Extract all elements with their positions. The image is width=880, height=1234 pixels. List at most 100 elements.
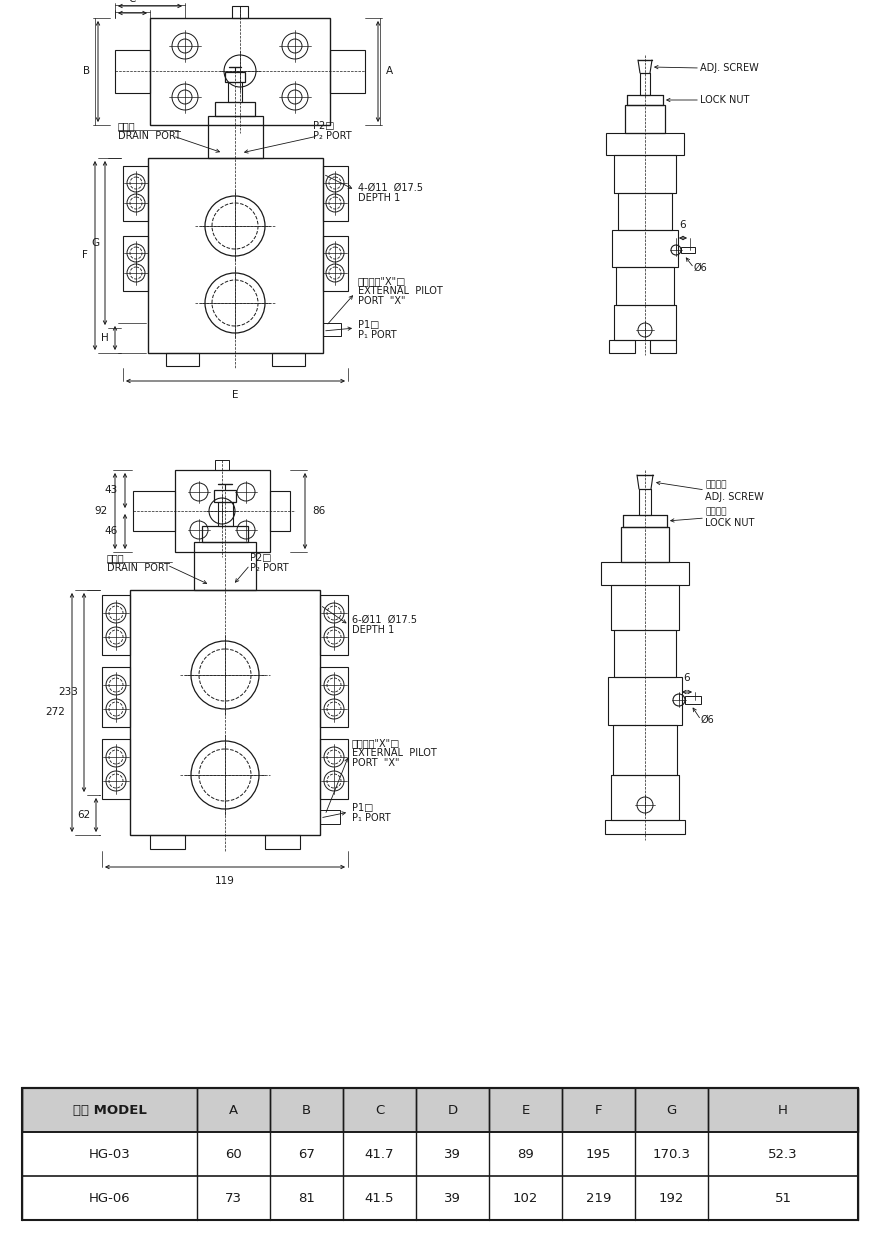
Text: 6: 6 (684, 673, 690, 682)
Text: 51: 51 (774, 1192, 791, 1204)
Bar (621, 527, 669, 561)
Bar (685, 696, 701, 705)
Bar (614, 155, 676, 193)
Bar (323, 167, 348, 221)
Text: LOCK NUT: LOCK NUT (700, 95, 750, 105)
Bar (225, 72, 245, 81)
Text: D: D (447, 1103, 458, 1117)
Text: Ø6: Ø6 (701, 714, 715, 726)
Bar (166, 353, 199, 366)
Bar (320, 595, 348, 655)
Text: 43: 43 (105, 485, 118, 495)
Text: 86: 86 (312, 506, 326, 516)
Text: 41.7: 41.7 (364, 1148, 394, 1160)
Bar (270, 491, 290, 531)
Text: 外部引導"X"□: 外部引導"X"□ (352, 738, 400, 748)
Text: P2□: P2□ (250, 553, 272, 563)
Text: LOCK NUT: LOCK NUT (705, 518, 754, 528)
Text: 119: 119 (215, 876, 235, 886)
Text: E: E (232, 390, 238, 400)
Text: EXTERNAL  PILOT: EXTERNAL PILOT (352, 748, 436, 758)
Text: DRAIN  PORT: DRAIN PORT (107, 563, 170, 573)
Text: B: B (83, 65, 90, 77)
Bar (102, 668, 130, 727)
Text: G: G (666, 1103, 677, 1117)
Bar (613, 726, 677, 775)
Bar (265, 835, 300, 849)
Text: C: C (375, 1103, 385, 1117)
Bar (609, 341, 635, 353)
Bar (320, 810, 340, 824)
Bar (625, 105, 665, 133)
Bar (194, 542, 256, 590)
Bar (123, 167, 148, 221)
Text: 60: 60 (225, 1148, 242, 1160)
Bar (323, 323, 341, 336)
Text: P₁ PORT: P₁ PORT (358, 329, 397, 341)
Text: PORT  "X": PORT "X" (358, 296, 406, 306)
Text: 調節螺絲: 調節螺絲 (705, 480, 727, 490)
Bar (614, 631, 676, 677)
Text: 41.5: 41.5 (364, 1192, 394, 1204)
Bar (611, 585, 679, 631)
Bar (612, 230, 678, 267)
Bar (323, 236, 348, 291)
Text: 73: 73 (225, 1192, 242, 1204)
Bar (148, 158, 323, 353)
Bar (272, 353, 305, 366)
Text: 6-Ø11  Ø17.5: 6-Ø11 Ø17.5 (352, 615, 417, 624)
Text: 219: 219 (586, 1192, 612, 1204)
Text: 89: 89 (517, 1148, 534, 1160)
Bar (640, 73, 650, 95)
Text: DEPTH 1: DEPTH 1 (352, 624, 394, 636)
Text: 195: 195 (586, 1148, 612, 1160)
Bar (102, 595, 130, 655)
Bar (22, 1088, 858, 1220)
Text: 272: 272 (45, 707, 65, 717)
Text: H: H (778, 1103, 788, 1117)
Text: HG-06: HG-06 (89, 1192, 130, 1204)
Text: 62: 62 (77, 810, 90, 821)
Text: 洩流口: 洩流口 (118, 121, 136, 131)
Bar (102, 739, 130, 798)
Bar (123, 236, 148, 291)
Bar (618, 193, 672, 230)
Text: P₁ PORT: P₁ PORT (352, 813, 391, 823)
Bar (330, 51, 365, 93)
Bar (215, 460, 229, 470)
Text: PORT  "X": PORT "X" (352, 758, 400, 768)
Bar (133, 491, 175, 531)
Text: 洩流口: 洩流口 (107, 553, 125, 563)
Text: C: C (128, 0, 136, 4)
Text: P2□: P2□ (313, 121, 334, 131)
Text: G: G (91, 238, 99, 248)
Text: HG-03: HG-03 (89, 1148, 130, 1160)
Text: DEPTH 1: DEPTH 1 (358, 193, 400, 204)
Text: P1□: P1□ (358, 320, 379, 329)
Bar (175, 470, 270, 552)
Bar (601, 561, 689, 585)
Text: 52.3: 52.3 (768, 1148, 798, 1160)
Text: 固定螺帽: 固定螺帽 (705, 507, 727, 517)
Text: 102: 102 (513, 1192, 539, 1204)
Text: A: A (229, 1103, 238, 1117)
Bar (214, 490, 236, 502)
Text: 67: 67 (298, 1148, 315, 1160)
Bar (150, 19, 330, 125)
Bar (606, 133, 684, 155)
Text: DRAIN  PORT: DRAIN PORT (118, 131, 181, 141)
Bar (22, 1088, 858, 1132)
Text: 4-Ø11  Ø17.5: 4-Ø11 Ø17.5 (358, 183, 423, 193)
Bar (208, 116, 263, 158)
Text: 233: 233 (58, 687, 78, 697)
Text: ADJ. SCREW: ADJ. SCREW (700, 63, 759, 73)
Bar (608, 677, 682, 726)
Text: 39: 39 (444, 1192, 461, 1204)
Text: 6: 6 (679, 220, 686, 230)
Text: 型式 MODEL: 型式 MODEL (72, 1103, 146, 1117)
Bar (215, 102, 255, 116)
Bar (115, 51, 150, 93)
Text: A: A (386, 65, 393, 77)
Bar (150, 835, 185, 849)
Text: P₂ PORT: P₂ PORT (313, 131, 352, 141)
